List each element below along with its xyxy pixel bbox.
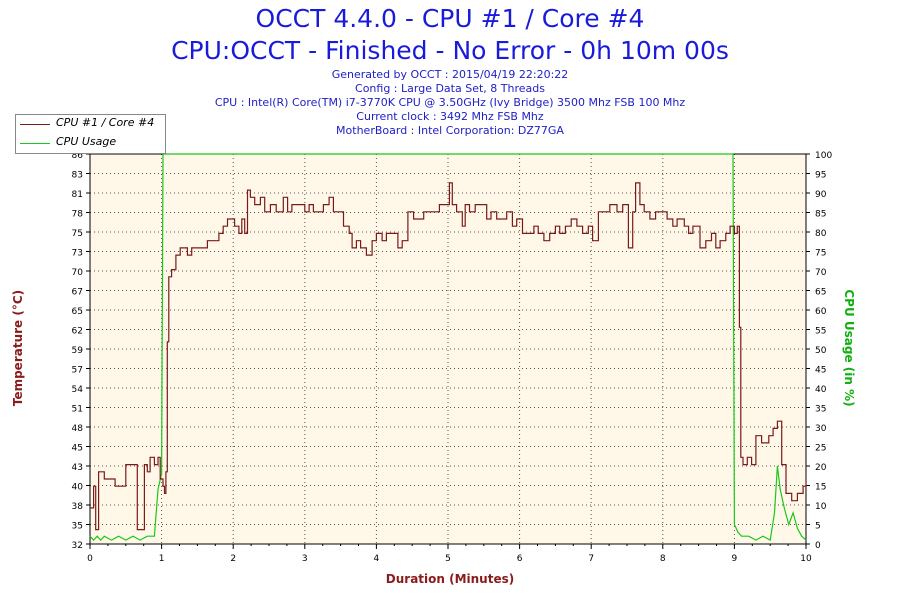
info-cpu: CPU : Intel(R) Core(TM) i7-3770K CPU @ 3… [214, 96, 686, 109]
x-tick-label: 0 [87, 554, 93, 564]
y-left-tick-label: 38 [72, 502, 84, 512]
x-tick-label: 8 [660, 554, 666, 564]
y-left-tick-label: 65 [72, 307, 83, 317]
y-right-tick-label: 40 [815, 385, 827, 395]
x-tick-label: 10 [800, 554, 812, 564]
y-left-tick-label: 45 [72, 444, 83, 454]
y-left-tick-label: 62 [72, 327, 83, 337]
info-config: Config : Large Data Set, 8 Threads [355, 82, 545, 95]
y-axis-right-label: CPU Usage (in %) [842, 289, 856, 407]
y-right-tick-label: 30 [815, 424, 827, 434]
legend: CPU #1 / Core #4 CPU Usage [15, 114, 166, 154]
y-right-tick-label: 0 [815, 541, 821, 551]
x-tick-label: 7 [588, 554, 594, 564]
y-right-tick-label: 5 [815, 522, 821, 532]
y-left-tick-label: 32 [72, 541, 83, 551]
y-right-tick-label: 25 [815, 444, 826, 454]
series-line-temperature [90, 182, 807, 531]
y-right-tick-label: 95 [815, 171, 826, 181]
legend-swatch-usage [20, 143, 50, 144]
y-left-tick-label: 73 [72, 249, 83, 259]
y-left-tick-label: 51 [72, 405, 83, 415]
info-motherboard: MotherBoard : Intel Corporation: DZ77GA [336, 124, 564, 137]
series-line-cpu-usage [89, 153, 807, 542]
y-right-tick-label: 45 [815, 366, 826, 376]
x-tick-label: 5 [445, 554, 451, 564]
x-tick-label: 4 [374, 554, 380, 564]
y-axis-left-label: Temperature (°C) [11, 289, 25, 407]
x-tick-label: 3 [302, 554, 308, 564]
y-left-tick-label: 40 [72, 483, 84, 493]
y-left-tick-label: 43 [72, 463, 83, 473]
y-left-tick-label: 78 [72, 210, 84, 220]
info-generated: Generated by OCCT : 2015/04/19 22:20:22 [331, 68, 569, 81]
y-left-tick-label: 86 [72, 151, 84, 161]
y-right-tick-label: 65 [815, 288, 826, 298]
y-right-tick-label: 20 [815, 463, 827, 473]
chart-subtitle: CPU:OCCT - Finished - No Error - 0h 10m … [171, 36, 729, 65]
y-right-tick-label: 70 [815, 268, 827, 278]
y-right-tick-label: 35 [815, 405, 826, 415]
x-tick-label: 2 [230, 554, 236, 564]
x-tick-label: 1 [159, 554, 165, 564]
y-left-tick-label: 70 [72, 268, 84, 278]
y-left-tick-label: 48 [72, 424, 84, 434]
chart-title: OCCT 4.4.0 - CPU #1 / Core #4 [255, 4, 645, 33]
y-left-tick-label: 59 [72, 346, 84, 356]
info-clock: Current clock : 3492 Mhz FSB Mhz [356, 110, 544, 123]
legend-item-usage: CPU Usage [16, 134, 165, 152]
y-left-tick-label: 67 [72, 288, 83, 298]
legend-item-temperature: CPU #1 / Core #4 [16, 115, 165, 133]
y-right-tick-label: 50 [815, 346, 827, 356]
y-left-tick-label: 83 [72, 171, 83, 181]
y-right-tick-label: 15 [815, 483, 826, 493]
y-right-tick-label: 85 [815, 210, 826, 220]
legend-label-usage: CPU Usage [56, 135, 117, 148]
y-right-tick-label: 75 [815, 249, 826, 259]
y-left-tick-label: 81 [72, 190, 83, 200]
y-right-tick-label: 80 [815, 229, 827, 239]
y-right-tick-label: 60 [815, 307, 827, 317]
x-tick-label: 6 [517, 554, 523, 564]
y-left-tick-label: 54 [72, 385, 84, 395]
y-right-tick-label: 10 [815, 502, 827, 512]
y-right-tick-label: 55 [815, 327, 826, 337]
y-right-tick-label: 90 [815, 190, 827, 200]
y-left-tick-label: 35 [72, 522, 83, 532]
x-axis-label: Duration (Minutes) [385, 572, 515, 586]
legend-label-temperature: CPU #1 / Core #4 [56, 116, 155, 129]
y-left-tick-label: 75 [72, 229, 83, 239]
y-right-tick-label: 100 [815, 151, 832, 161]
x-tick-label: 9 [732, 554, 738, 564]
legend-swatch-temperature [20, 124, 50, 125]
y-left-tick-label: 57 [72, 366, 83, 376]
